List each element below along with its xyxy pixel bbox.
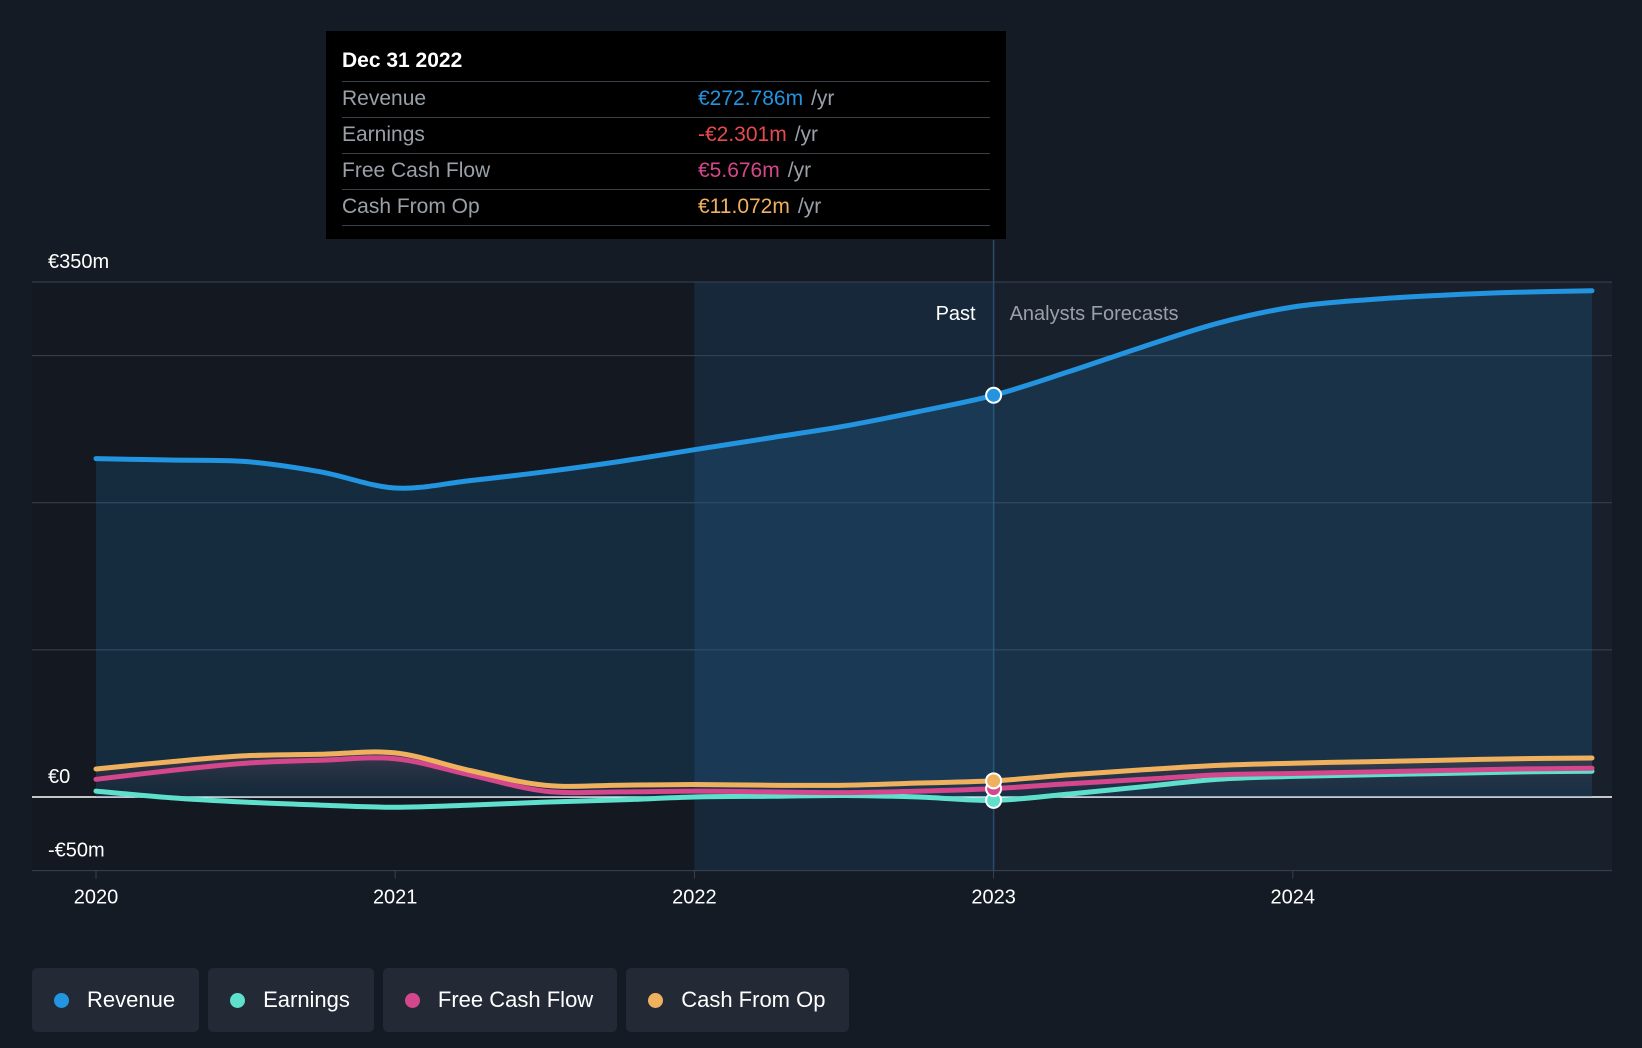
past-label: Past (936, 303, 976, 325)
free-cash-flow-dot-icon (404, 992, 420, 1008)
revenue-area (96, 290, 1592, 797)
tooltip-value-cash-from-op: €11.072m (698, 195, 790, 218)
tooltip-row-revenue: Revenue €272.786m /yr (342, 81, 990, 117)
legend-item-cash-from-op[interactable]: Cash From Op (626, 968, 850, 1032)
legend-label: Free Cash Flow (437, 987, 594, 1012)
earnings-dot-icon (230, 992, 246, 1008)
tooltip-unit: /yr (797, 195, 822, 218)
x-axis-label: 2021 (373, 887, 418, 909)
tooltip-unit: /yr (787, 159, 812, 182)
tooltip-unit: /yr (794, 123, 819, 146)
tooltip-label: Cash From Op (342, 195, 480, 218)
y-axis-label: -€50m (48, 840, 105, 862)
tooltip-label: Earnings (342, 123, 425, 146)
tooltip: Dec 31 2022 Revenue €272.786m /yr Earnin… (326, 31, 1006, 239)
highlight-background (694, 282, 994, 871)
cash-from-op-dot-icon (648, 992, 664, 1008)
x-axis-label: 2023 (971, 887, 1016, 909)
tooltip-label: Free Cash Flow (342, 159, 491, 182)
revenue-dot-icon (54, 992, 69, 1008)
revenue-marker (985, 386, 1003, 404)
tooltip-row-free-cash-flow: Free Cash Flow €5.676m /yr (342, 153, 990, 189)
legend-item-free-cash-flow[interactable]: Free Cash Flow (382, 968, 618, 1032)
x-axis-label: 2020 (74, 887, 119, 909)
tooltip-label: Revenue (342, 87, 427, 110)
tooltip-value-earnings: -€2.301m (698, 123, 787, 146)
legend-label: Revenue (87, 987, 176, 1012)
legend-item-earnings[interactable]: Earnings (208, 968, 374, 1032)
y-axis-label: €0 (48, 766, 70, 788)
cash-from-op-line (93, 749, 1595, 789)
tooltip-date: Dec 31 2022 (342, 49, 463, 72)
x-axis-label: 2024 (1271, 887, 1316, 909)
forecast-label: Analysts Forecasts (1010, 303, 1179, 325)
legend-item-revenue[interactable]: Revenue (32, 968, 200, 1032)
revenue-line (93, 288, 1595, 491)
free-cash-flow-line (93, 755, 1595, 796)
cash-from-op-marker (985, 772, 1003, 790)
legend-label: Earnings (263, 987, 350, 1012)
tooltip-row-earnings: Earnings -€2.301m /yr (342, 117, 990, 153)
tooltip-value-revenue: €272.786m (698, 87, 804, 110)
legend: Revenue Earnings Free Cash Flow Cash Fro… (32, 968, 850, 1032)
cash-from-op-area (96, 751, 1592, 797)
legend-label: Cash From Op (681, 987, 826, 1012)
x-axis-label: 2022 (672, 887, 717, 909)
tooltip-value-free-cash-flow: €5.676m (698, 159, 780, 182)
y-axis-label: €350m (48, 251, 109, 273)
tooltip-row-cash-from-op: Cash From Op €11.072m /yr (342, 189, 990, 226)
earnings-line (93, 768, 1595, 810)
tooltip-unit: /yr (811, 87, 835, 110)
